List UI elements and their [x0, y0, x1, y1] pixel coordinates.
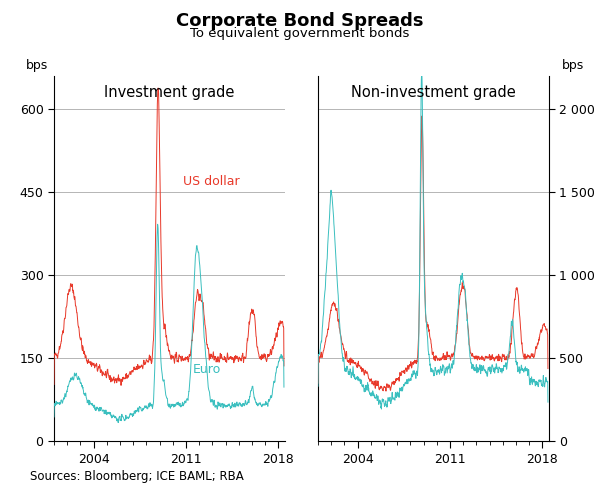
Text: Sources: Bloomberg; ICE BAML; RBA: Sources: Bloomberg; ICE BAML; RBA — [30, 469, 244, 483]
Text: US dollar: US dollar — [184, 175, 240, 189]
Text: Corporate Bond Spreads: Corporate Bond Spreads — [176, 12, 424, 30]
Text: Investment grade: Investment grade — [104, 85, 235, 100]
Text: Non-investment grade: Non-investment grade — [351, 85, 516, 100]
Text: To equivalent government bonds: To equivalent government bonds — [190, 27, 410, 40]
Text: bps: bps — [562, 59, 584, 73]
Text: bps: bps — [26, 59, 49, 73]
Text: Euro: Euro — [193, 364, 221, 376]
